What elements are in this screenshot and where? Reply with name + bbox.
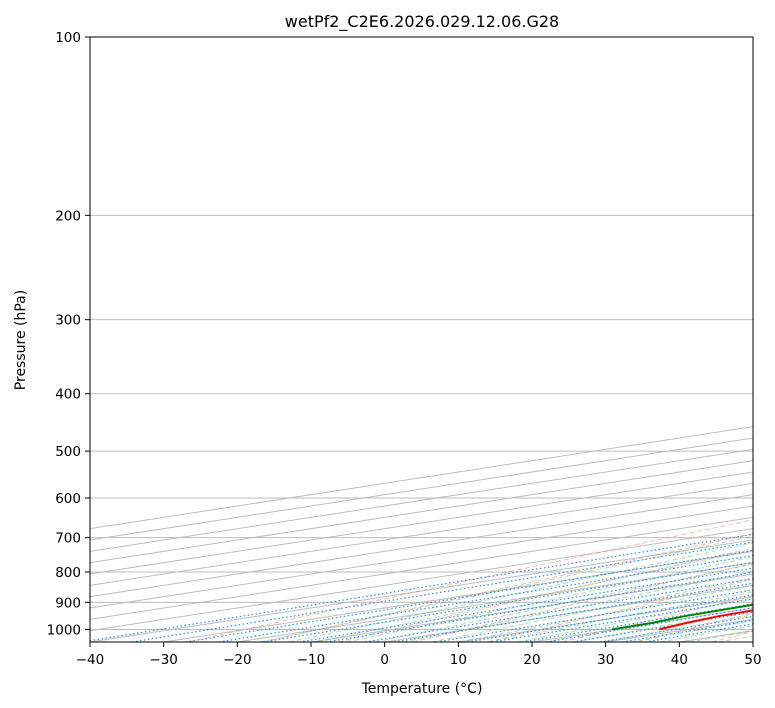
isotherm-line	[90, 448, 753, 552]
chart-title: wetPf2_C2E6.2026.029.12.06.G28	[285, 12, 559, 32]
plot-frame	[89, 36, 754, 643]
mixing-ratio-line	[90, 533, 753, 642]
moist-adiabat-line	[288, 542, 753, 642]
isotherm-line	[90, 494, 753, 598]
dry-adiabat-line	[412, 562, 753, 642]
mixing-ratio-line	[436, 589, 753, 642]
y-tick-label: 200	[55, 208, 81, 224]
y-axis-label: Pressure (hPa)	[13, 290, 29, 390]
moist-adiabat-line	[516, 597, 753, 642]
isotherm-line	[90, 460, 753, 564]
mixing-ratio-line	[522, 603, 753, 642]
x-tick-label: −30	[149, 652, 178, 668]
moist-adiabat-line	[374, 563, 753, 642]
x-axis-label: Temperature (°C)	[361, 681, 483, 697]
mixing-ratio-line	[492, 598, 753, 642]
y-tick-label: 400	[55, 387, 81, 403]
x-tick-label: 10	[450, 652, 467, 668]
axes: −40 −30 −20 −10 0 10 20 30 40 50 1000 900 800 700 600 5…	[47, 30, 762, 668]
y-tick-label: 1000	[47, 622, 81, 638]
background-lines	[90, 37, 753, 642]
y-tick-label: 300	[55, 313, 81, 329]
isotherm-line	[90, 528, 753, 632]
x-tick-label: −40	[76, 652, 105, 668]
x-tick-label: 30	[597, 652, 614, 668]
mixing-ratio-line	[467, 594, 753, 642]
moist-adiabat-line	[488, 591, 753, 642]
isotherm-line	[90, 482, 753, 586]
y-tick-label: 800	[55, 565, 81, 581]
y-tick-label: 700	[55, 531, 81, 547]
y-tick-label: 900	[55, 595, 81, 611]
isotherm-line	[90, 516, 753, 620]
dry-adiabat-line	[188, 519, 753, 642]
y-tick-label: 500	[55, 444, 81, 460]
mixing-ratio-line	[394, 582, 753, 642]
dry-adiabat-line	[562, 595, 753, 642]
y-tick-label: 600	[55, 491, 81, 507]
x-tick-label: 20	[523, 652, 540, 668]
x-tick-label: 40	[671, 652, 688, 668]
x-tick-label: −20	[223, 652, 252, 668]
x-tick-label: −10	[297, 652, 326, 668]
moist-adiabat-line	[346, 556, 753, 642]
y-tick-label: 100	[55, 30, 81, 46]
isotherm-line	[90, 539, 753, 642]
isotherm-line	[90, 505, 753, 609]
moist-adiabat-line	[431, 577, 753, 642]
x-tick-label: 0	[380, 652, 389, 668]
mixing-ratio-line	[218, 554, 753, 642]
moist-adiabat-line	[260, 535, 753, 642]
dry-adiabat-line	[338, 547, 753, 642]
isotherm-line	[90, 471, 753, 575]
x-tick-label: 50	[744, 652, 761, 668]
